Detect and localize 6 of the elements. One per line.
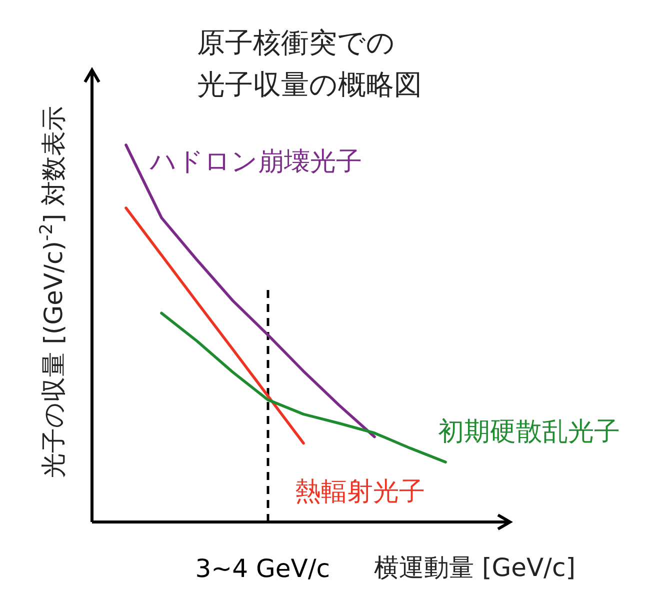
x-axis-title: 横運動量 [GeV/c] — [374, 553, 576, 582]
series-label: 初期硬散乱光子 — [438, 417, 620, 447]
text: 3~4 GeV/c — [195, 554, 330, 583]
series-label: 熱輻射光子 — [295, 477, 425, 507]
series-label: ハドロン崩壊光子 — [149, 147, 362, 177]
chart-title: 原子核衝突での光子収量の概略図 — [197, 26, 422, 101]
